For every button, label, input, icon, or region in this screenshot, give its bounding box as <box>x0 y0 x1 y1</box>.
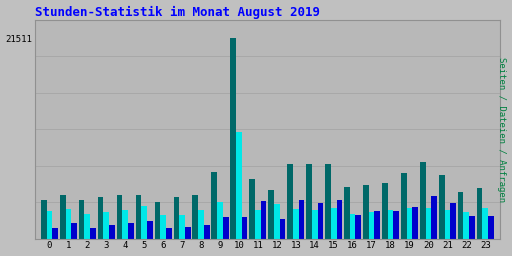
Bar <box>60 195 66 239</box>
Bar <box>488 216 494 239</box>
Bar <box>344 187 350 239</box>
Bar <box>350 214 355 239</box>
Text: Stunden-Statistik im Monat August 2019: Stunden-Statistik im Monat August 2019 <box>35 6 320 19</box>
Bar <box>425 208 431 239</box>
Bar <box>141 206 147 239</box>
Bar <box>109 225 115 239</box>
Bar <box>84 214 90 239</box>
Bar <box>90 228 96 239</box>
Bar <box>469 216 475 239</box>
Bar <box>369 212 374 239</box>
Bar <box>293 209 298 239</box>
Bar <box>444 210 450 239</box>
Bar <box>325 164 331 239</box>
Bar <box>355 215 361 239</box>
Bar <box>450 203 456 239</box>
Bar <box>41 199 47 239</box>
Bar <box>79 200 84 239</box>
Bar <box>117 195 122 239</box>
Bar <box>223 217 228 239</box>
Y-axis label: Seiten / Dateien / Anfragen: Seiten / Dateien / Anfragen <box>498 57 506 202</box>
Bar <box>103 212 109 239</box>
Bar <box>128 223 134 239</box>
Bar <box>166 228 172 239</box>
Bar <box>136 195 141 239</box>
Bar <box>298 199 304 239</box>
Bar <box>431 196 437 239</box>
Bar <box>236 132 242 239</box>
Bar <box>312 210 317 239</box>
Bar <box>255 210 261 239</box>
Bar <box>363 185 369 239</box>
Bar <box>230 38 236 239</box>
Bar <box>174 197 179 239</box>
Bar <box>71 223 77 239</box>
Bar <box>420 162 425 239</box>
Bar <box>274 204 280 239</box>
Bar <box>211 172 217 239</box>
Bar <box>155 202 160 239</box>
Bar <box>52 228 58 239</box>
Bar <box>306 164 312 239</box>
Bar <box>477 188 482 239</box>
Bar <box>261 201 266 239</box>
Bar <box>179 215 185 239</box>
Bar <box>204 225 209 239</box>
Bar <box>393 211 399 239</box>
Bar <box>412 207 418 239</box>
Bar <box>317 203 323 239</box>
Bar <box>147 221 153 239</box>
Bar <box>249 179 255 239</box>
Bar <box>198 210 204 239</box>
Bar <box>160 215 166 239</box>
Bar <box>242 217 247 239</box>
Bar <box>382 183 388 239</box>
Bar <box>482 208 488 239</box>
Bar <box>439 175 444 239</box>
Bar <box>287 164 293 239</box>
Bar <box>217 202 223 239</box>
Bar <box>407 208 412 239</box>
Bar <box>280 219 285 239</box>
Bar <box>336 199 342 239</box>
Bar <box>98 197 103 239</box>
Bar <box>268 190 274 239</box>
Bar <box>388 210 393 239</box>
Bar <box>47 211 52 239</box>
Bar <box>401 174 407 239</box>
Bar <box>66 209 71 239</box>
Bar <box>193 195 198 239</box>
Bar <box>458 192 463 239</box>
Bar <box>463 212 469 239</box>
Bar <box>122 210 128 239</box>
Bar <box>331 208 336 239</box>
Bar <box>185 227 190 239</box>
Bar <box>374 211 380 239</box>
